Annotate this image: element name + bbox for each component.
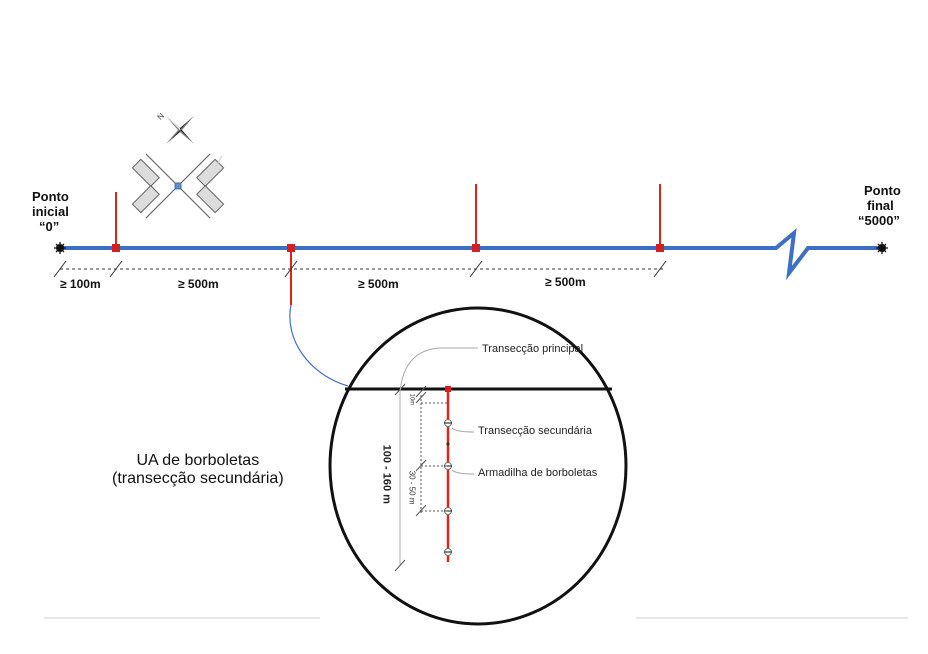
- unit-label-line2: (transecção secundária): [112, 470, 284, 488]
- transect-marker-2: [287, 244, 295, 252]
- zoom-origin-marker: [445, 386, 451, 392]
- callout-main-transect: Transecção principal: [482, 343, 584, 355]
- first-gap-label: 10m: [408, 393, 415, 406]
- main-transect-line: [60, 228, 882, 281]
- start-point-marker: [54, 242, 66, 254]
- distance-label-third: ≥ 500m: [358, 277, 399, 291]
- end-point-marker: [876, 242, 888, 254]
- end-point-label: Ponto final “5000”: [858, 183, 901, 229]
- end-point-line1: Ponto: [864, 183, 901, 198]
- zoom-circle: [328, 306, 628, 626]
- transect-marker-4: [656, 244, 664, 252]
- start-point-label: Ponto inicial “0”: [32, 189, 69, 235]
- end-point-line2: final: [867, 197, 894, 213]
- trap-spacing-label: 30 - 50 m: [407, 470, 417, 505]
- zoom-dimensions: [394, 347, 478, 572]
- start-point-line1: Ponto: [32, 189, 69, 204]
- compass-icon: [166, 116, 194, 144]
- zoom-connector: [289, 304, 349, 387]
- unit-label: UA de borboletas (transecção secundária): [112, 452, 284, 489]
- start-point-line2: inicial: [32, 203, 69, 219]
- end-point-line3: “5000”: [858, 212, 900, 228]
- distance-label-first: ≥ 100m: [60, 277, 101, 291]
- transect-marker-1: [112, 244, 120, 252]
- sampling-grid-icon: [131, 153, 225, 219]
- trap-midpoint-dot: [446, 442, 450, 446]
- distance-label-fourth: ≥ 500m: [545, 275, 586, 289]
- transect-marker-3: [472, 244, 480, 252]
- distance-dimension: [53, 260, 667, 278]
- distance-label-second: ≥ 500m: [178, 277, 219, 291]
- callout-butterfly-trap: Armadilha de borboletas: [478, 467, 598, 479]
- total-length-label: 100 - 160 m: [380, 444, 393, 504]
- unit-label-line1: UA de borboletas: [136, 452, 260, 469]
- callout-secondary-transect: Transecção secundária: [478, 425, 592, 437]
- start-point-line3: “0”: [39, 218, 60, 234]
